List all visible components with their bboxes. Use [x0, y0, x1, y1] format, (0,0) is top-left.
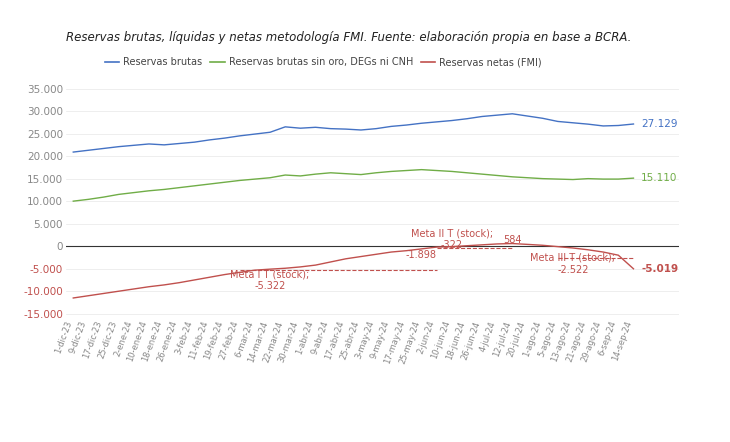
Text: 584: 584 [503, 235, 522, 245]
Text: -1.898: -1.898 [406, 250, 437, 260]
Text: -5.019: -5.019 [641, 264, 678, 274]
Legend: Reservas brutas, Reservas brutas sin oro, DEGs ni CNH, Reservas netas (FMI): Reservas brutas, Reservas brutas sin oro… [101, 53, 546, 71]
Text: Meta I T (stock);
-5.322: Meta I T (stock); -5.322 [231, 269, 310, 291]
Text: Meta III T (stock);
-2.522: Meta III T (stock); -2.522 [531, 253, 615, 274]
Text: 27.129: 27.129 [641, 119, 677, 129]
Text: Reservas brutas, líquidas y netas metodología FMI. Fuente: elaboración propia en: Reservas brutas, líquidas y netas metodo… [66, 30, 631, 44]
Text: 15.110: 15.110 [641, 173, 677, 183]
Text: Meta II T (stock);
-322: Meta II T (stock); -322 [411, 228, 493, 250]
